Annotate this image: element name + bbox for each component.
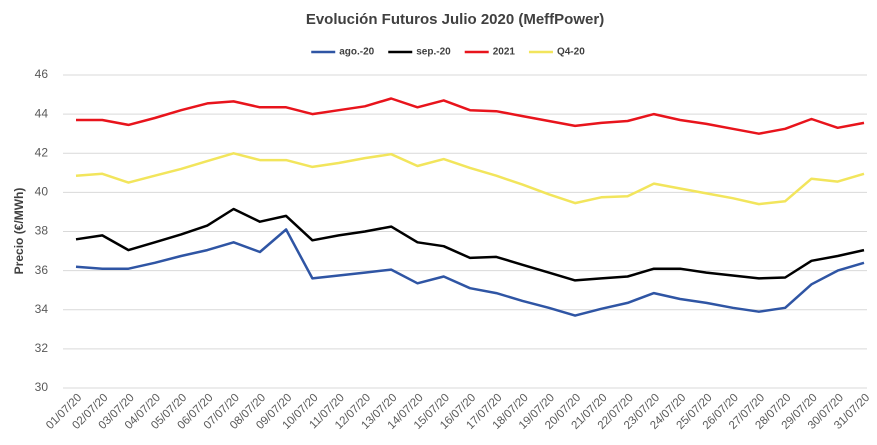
series-line xyxy=(75,207,865,282)
legend-label: 2021 xyxy=(493,47,516,58)
series-line xyxy=(75,152,865,206)
y-tick-label: 42 xyxy=(35,145,49,159)
legend-label: sep.-20 xyxy=(416,47,451,58)
y-tick-label: 36 xyxy=(35,263,49,277)
chart-title: Evolución Futuros Julio 2020 (MeffPower) xyxy=(306,11,604,28)
series-line xyxy=(75,228,865,317)
y-tick-label: 40 xyxy=(35,185,49,199)
y-tick-label: 32 xyxy=(35,341,49,355)
series-line xyxy=(76,97,865,135)
y-tick-label: 46 xyxy=(35,67,49,81)
y-tick-label: 44 xyxy=(35,106,49,120)
y-tick-label: 38 xyxy=(35,224,49,238)
legend-label: ago.-20 xyxy=(339,47,374,58)
legend-label: Q4-20 xyxy=(557,47,585,58)
y-tick-label: 30 xyxy=(35,380,49,394)
y-axis-label: Precio (€/MWh) xyxy=(12,188,26,275)
y-tick-label: 34 xyxy=(35,302,49,316)
